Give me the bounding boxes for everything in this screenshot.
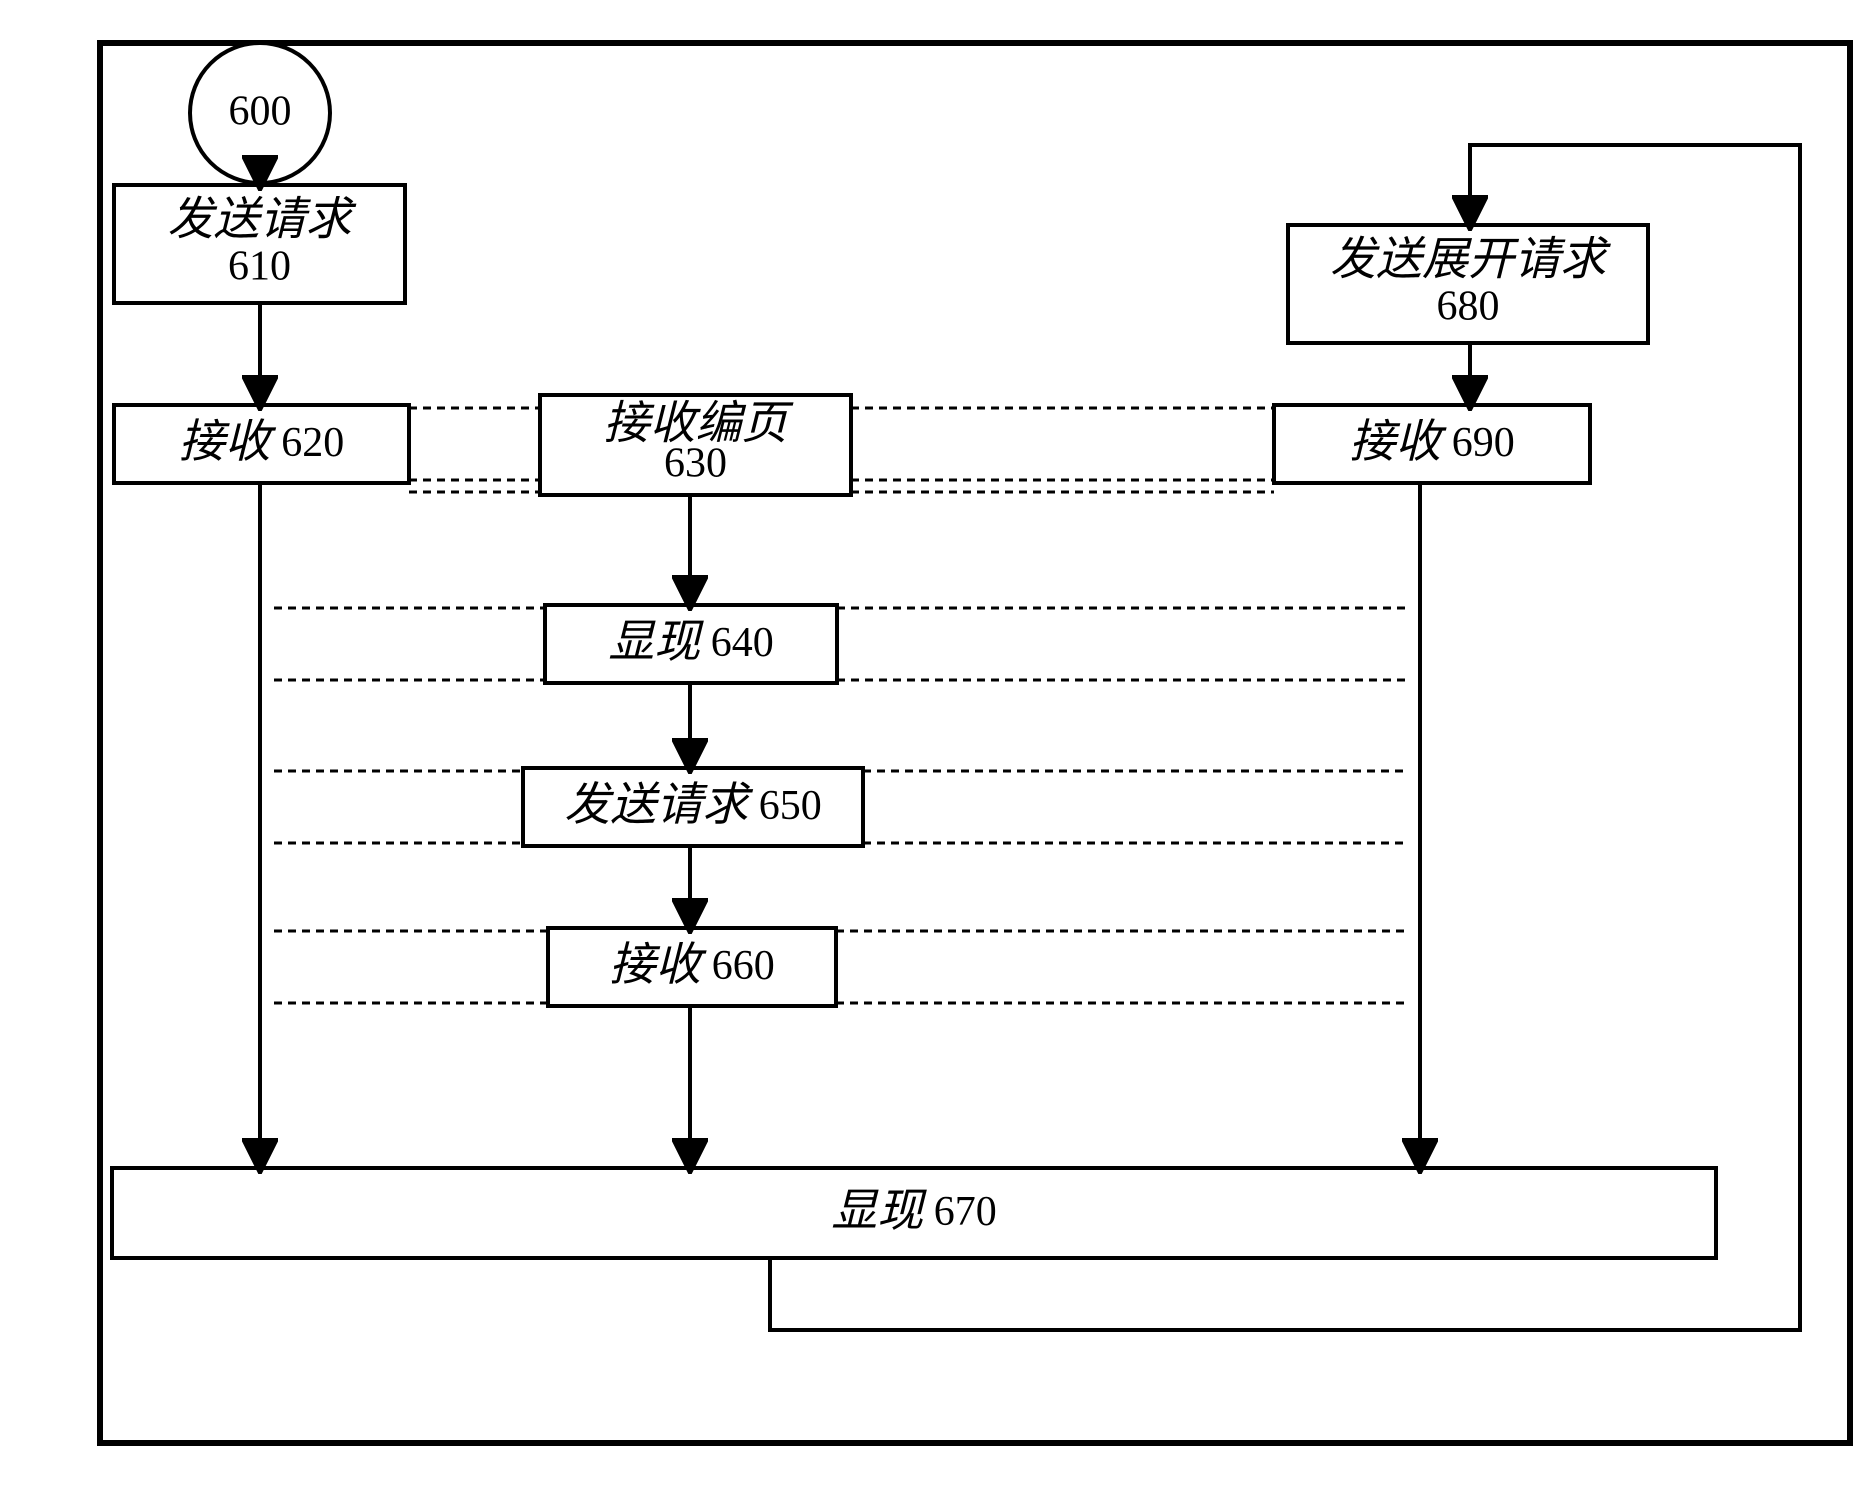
box-b640-label: 显现 640 — [608, 616, 774, 667]
box-b690-label: 接收 690 — [1349, 416, 1515, 467]
flowchart-canvas: 600发送请求610发送展开请求680接收 620接收编页630接收 690显现… — [0, 0, 1863, 1487]
box-b680-num: 680 — [1437, 284, 1500, 330]
box-b630-num: 630 — [664, 441, 727, 487]
box-b610-title: 发送请求 — [168, 194, 357, 245]
box-b670-label: 显现 670 — [831, 1185, 997, 1236]
box-b620-label: 接收 620 — [179, 416, 345, 467]
box-b610-num: 610 — [228, 244, 291, 290]
box-b650-label: 发送请求 650 — [564, 779, 822, 830]
box-b680-title: 发送展开请求 — [1330, 234, 1611, 285]
start-node-label: 600 — [229, 89, 292, 135]
box-b660-label: 接收 660 — [609, 939, 775, 990]
